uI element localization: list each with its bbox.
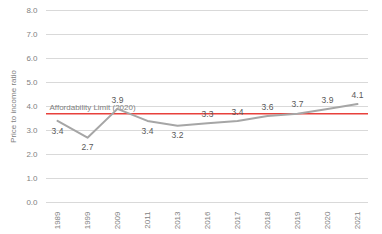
- svg-text:3.9: 3.9: [112, 95, 124, 105]
- svg-text:2009: 2009: [113, 211, 122, 229]
- svg-text:2020: 2020: [323, 211, 332, 229]
- svg-text:1999: 1999: [83, 211, 92, 229]
- svg-text:3.4: 3.4: [232, 107, 244, 117]
- svg-text:3.7: 3.7: [292, 99, 304, 109]
- svg-text:2013: 2013: [173, 211, 182, 229]
- svg-text:2021: 2021: [353, 211, 362, 229]
- svg-text:4.0: 4.0: [26, 102, 38, 111]
- svg-text:Price to income ratio: Price to income ratio: [9, 69, 18, 142]
- svg-text:3.0: 3.0: [26, 126, 38, 135]
- svg-text:2.0: 2.0: [26, 150, 38, 159]
- svg-text:5.0: 5.0: [26, 78, 38, 87]
- svg-text:3.6: 3.6: [262, 102, 274, 112]
- svg-text:3.2: 3.2: [172, 130, 184, 140]
- svg-text:2018: 2018: [263, 211, 272, 229]
- svg-text:3.4: 3.4: [142, 126, 154, 136]
- svg-text:3.4: 3.4: [52, 126, 64, 136]
- svg-text:3.3: 3.3: [202, 109, 214, 119]
- svg-text:8.0: 8.0: [26, 6, 38, 15]
- svg-text:1989: 1989: [53, 211, 62, 229]
- svg-text:2019: 2019: [293, 211, 302, 229]
- svg-text:4.1: 4.1: [352, 90, 364, 100]
- svg-text:2017: 2017: [233, 211, 242, 229]
- svg-text:0.0: 0.0: [26, 198, 38, 207]
- svg-text:2016: 2016: [203, 211, 212, 229]
- svg-text:2.7: 2.7: [82, 142, 94, 152]
- svg-text:6.0: 6.0: [26, 54, 38, 63]
- svg-text:1.0: 1.0: [26, 174, 38, 183]
- svg-text:7.0: 7.0: [26, 30, 38, 39]
- svg-text:2011: 2011: [143, 211, 152, 229]
- svg-text:3.9: 3.9: [322, 95, 334, 105]
- svg-text:Affordability Limit (2020): Affordability Limit (2020): [49, 103, 136, 113]
